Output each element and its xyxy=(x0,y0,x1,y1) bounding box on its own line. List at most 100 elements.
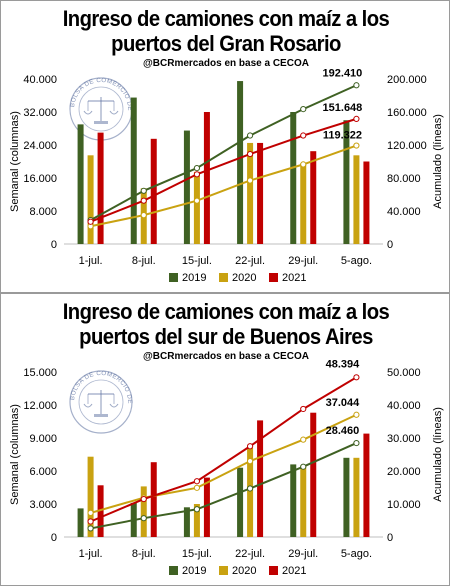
bar-2019-3 xyxy=(237,81,244,244)
bar-2019-1 xyxy=(130,97,137,244)
marker-2019-1 xyxy=(140,187,147,194)
marker-2020-5 xyxy=(353,411,360,418)
marker-2020-4 xyxy=(300,161,307,168)
marker-2021-3 xyxy=(246,443,254,450)
logo-inner-ring xyxy=(78,379,124,425)
marker-2021-1 xyxy=(140,197,147,204)
bar-2021-0 xyxy=(97,485,104,537)
line-2021 xyxy=(90,117,357,223)
marker-2021-1 xyxy=(140,495,147,503)
end-label-2021: 48.394 xyxy=(326,358,361,370)
y-tick-label: 8.000 xyxy=(29,206,57,218)
y2-tick-label: 30.000 xyxy=(387,433,421,445)
chart-subtitle: @BCRmercados en base a CECOA xyxy=(143,351,309,362)
marker-2021-0 xyxy=(87,518,94,525)
marker-2020-3 xyxy=(246,177,254,184)
bar-2020-4 xyxy=(300,465,307,537)
logo-ring xyxy=(69,370,133,434)
legend-label-2020: 2020 xyxy=(232,272,256,284)
bar-2021-2 xyxy=(203,112,210,244)
legend-swatch-2021 xyxy=(269,566,278,575)
marker-2021-4 xyxy=(300,132,307,139)
legend-swatch-2019 xyxy=(169,566,178,575)
bar-2021-1 xyxy=(150,462,157,537)
line-2019 xyxy=(90,84,357,221)
x-tick-label: 8-jul. xyxy=(132,548,156,560)
x-tick-label: 22-jul. xyxy=(235,548,265,560)
y-tick-label: 12.000 xyxy=(23,400,57,412)
marker-2019-0 xyxy=(87,525,94,532)
marker-2020-0 xyxy=(87,509,94,517)
bar-2021-5 xyxy=(363,433,370,537)
chart-panel-gran-rosario: Ingreso de camiones con maíz a los puert… xyxy=(0,0,450,293)
bar-2020-2 xyxy=(193,504,200,537)
y-tick-label: 6.000 xyxy=(29,466,57,478)
marker-2021-5 xyxy=(353,115,360,122)
x-tick-label: 29-jul. xyxy=(288,548,318,560)
y-tick-label: 24.000 xyxy=(23,140,57,152)
marker-2019-2 xyxy=(193,506,201,513)
y-tick-label: 40.000 xyxy=(23,74,57,86)
x-tick-label: 8-jul. xyxy=(132,255,156,267)
line-2021 xyxy=(90,376,357,523)
marker-2019-4 xyxy=(300,463,307,470)
line-2020 xyxy=(90,144,357,228)
x-tick-label: 15-jul. xyxy=(182,548,212,560)
logo-scale-pan-left xyxy=(83,403,93,408)
y-tick-label: 9.000 xyxy=(29,433,57,445)
x-tick-label: 15-jul. xyxy=(182,255,212,267)
y2-tick-label: 0 xyxy=(387,239,393,251)
marker-2020-2 xyxy=(193,484,201,491)
marker-2021-2 xyxy=(193,478,201,485)
line-2020 xyxy=(90,413,357,514)
marker-2019-1 xyxy=(140,515,147,522)
chart-title-line-1: Ingreso de camiones con maíz a los xyxy=(62,299,390,324)
y-tick-label: 16.000 xyxy=(23,173,57,185)
legend-swatch-2020 xyxy=(219,273,228,282)
bar-2020-5 xyxy=(353,155,360,244)
logo-scale-base xyxy=(94,121,108,124)
bar-2021-5 xyxy=(363,161,370,244)
legend-label-2019: 2019 xyxy=(182,565,206,577)
bar-2021-2 xyxy=(203,477,210,537)
x-tick-label: 1-jul. xyxy=(79,255,103,267)
bar-2020-2 xyxy=(193,171,200,244)
bar-2020-1 xyxy=(140,486,147,537)
legend-label-2020: 2020 xyxy=(232,565,256,577)
logo-scale-pan-right xyxy=(109,403,119,408)
marker-2019-3 xyxy=(246,485,254,492)
end-label-2020: 119.322 xyxy=(323,130,362,142)
y2-axis-title: Acumulado (líneas) xyxy=(432,114,444,209)
marker-2019-5 xyxy=(353,439,360,447)
logo-inner-ring xyxy=(78,86,124,132)
marker-2020-1 xyxy=(140,212,147,219)
line-2019 xyxy=(90,442,357,530)
bar-2019-0 xyxy=(77,508,84,537)
y2-axis-title: Acumulado (líneas) xyxy=(432,407,444,502)
bar-2021-0 xyxy=(97,132,104,244)
x-tick-label: 1-jul. xyxy=(79,548,103,560)
marker-2021-4 xyxy=(300,405,307,413)
bar-2020-0 xyxy=(87,456,94,537)
marker-2021-2 xyxy=(193,171,201,178)
marker-2020-4 xyxy=(300,436,307,443)
y2-tick-label: 200.000 xyxy=(387,74,427,86)
chart-panel-sur-buenos-aires: Ingreso de camiones con maíz a los puert… xyxy=(0,293,450,586)
y2-tick-label: 0 xyxy=(387,532,393,544)
legend-label-2021: 2021 xyxy=(282,565,306,577)
chart-plot-gran-rosario: BOLSA DE COMERCIO DE ROSARIO 0 8.000 16.000… xyxy=(1,1,444,284)
x-tick-label: 22-jul. xyxy=(235,255,265,267)
bar-2019-0 xyxy=(77,124,84,244)
x-tick-label: 29-jul. xyxy=(288,255,318,267)
logo-scale-pan-right xyxy=(109,110,119,115)
y-tick-label: 32.000 xyxy=(23,107,57,119)
bar-2020-3 xyxy=(247,142,254,244)
y2-tick-label: 80.000 xyxy=(387,173,421,185)
bar-2020-5 xyxy=(353,457,360,537)
y2-tick-label: 40.000 xyxy=(387,400,421,412)
bar-2021-1 xyxy=(150,138,157,244)
y2-tick-label: 10.000 xyxy=(387,499,421,511)
bar-2020-4 xyxy=(300,163,307,244)
bar-2019-3 xyxy=(237,467,244,537)
